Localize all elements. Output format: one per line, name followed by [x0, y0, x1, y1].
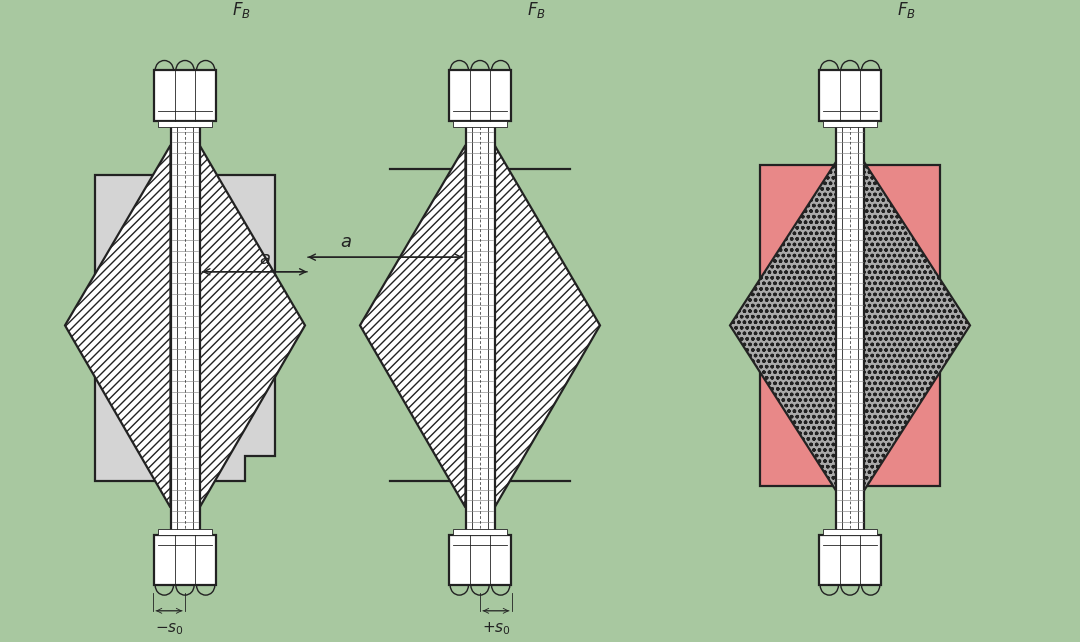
Bar — [465, 121, 495, 533]
Polygon shape — [95, 327, 275, 482]
Bar — [158, 121, 212, 127]
Text: $+s_0$: $+s_0$ — [482, 620, 511, 637]
Bar — [823, 529, 877, 535]
Bar — [453, 529, 507, 535]
Bar — [449, 70, 511, 121]
Text: a: a — [260, 250, 271, 268]
Polygon shape — [65, 145, 171, 508]
Bar — [836, 121, 864, 533]
Polygon shape — [360, 145, 465, 508]
Bar — [154, 535, 216, 586]
Bar — [819, 70, 881, 121]
Text: a: a — [340, 234, 351, 252]
Bar — [154, 70, 216, 121]
Bar — [819, 535, 881, 586]
Text: $F_B$: $F_B$ — [527, 0, 545, 20]
Polygon shape — [495, 145, 600, 508]
Bar — [453, 121, 507, 127]
Polygon shape — [730, 140, 970, 512]
Bar — [171, 121, 200, 533]
Bar — [449, 535, 511, 586]
Bar — [95, 175, 275, 324]
Bar — [760, 164, 940, 486]
Bar — [158, 529, 212, 535]
Bar — [823, 121, 877, 127]
Polygon shape — [200, 145, 305, 508]
Text: $F_B$: $F_B$ — [897, 0, 916, 20]
Text: $-s_0$: $-s_0$ — [154, 621, 184, 637]
Text: $F_B$: $F_B$ — [232, 0, 251, 20]
